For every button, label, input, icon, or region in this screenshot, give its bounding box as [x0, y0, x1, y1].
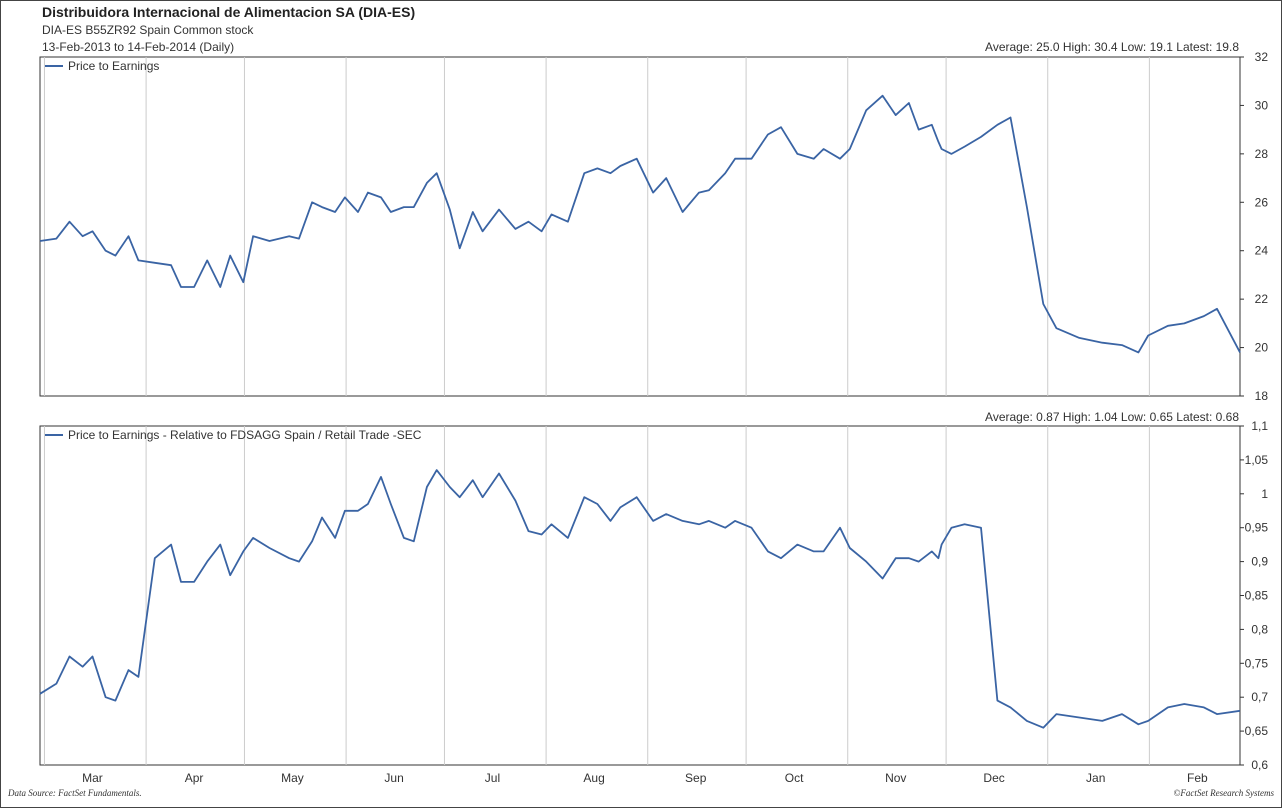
x-tick-label: Jul: [485, 771, 500, 785]
rel-ytick-label: 0,9: [1251, 555, 1268, 569]
x-tick-label: May: [281, 771, 304, 785]
x-tick-label: Oct: [785, 771, 804, 785]
pe-ytick-label: 22: [1255, 292, 1269, 306]
pe-ytick-label: 20: [1255, 341, 1269, 355]
pe-ytick-label: 32: [1255, 50, 1269, 64]
rel-ytick-label: 0,6: [1251, 758, 1268, 772]
rel-ytick-label: 0,8: [1251, 622, 1268, 636]
x-tick-label: Mar: [82, 771, 103, 785]
security-info: DIA-ES B55ZR92 Spain Common stock: [42, 23, 254, 37]
rel-ytick-label: 1,1: [1251, 419, 1268, 433]
rel-series-line: [39, 469, 1241, 729]
rel-ytick-label: 0,95: [1245, 521, 1269, 535]
relative-pe-stats: Average: 0.87 High: 1.04 Low: 0.65 Lates…: [985, 410, 1239, 424]
pe-ytick-label: 30: [1255, 98, 1269, 112]
copyright: ©FactSet Research Systems: [1173, 788, 1274, 798]
rel-ytick-label: 1: [1261, 487, 1268, 501]
x-tick-label: Jun: [384, 771, 403, 785]
pe-ytick-label: 18: [1255, 389, 1269, 403]
pe-panel: 18 20 22 24 26 28 30 32 Price to Earnings: [39, 50, 1269, 403]
rel-ytick-label: 1,05: [1245, 453, 1269, 467]
x-tick-label: Jan: [1086, 771, 1105, 785]
rel-ytick-label: 0,75: [1245, 656, 1269, 670]
x-tick-label: Feb: [1187, 771, 1208, 785]
pe-ytick-label: 28: [1255, 147, 1269, 161]
x-tick-label: Aug: [583, 771, 604, 785]
relative-pe-panel: 0,6 0,65 0,7 0,75 0,8 0,85 0,9 0,95 1 1,05 1,1 Pric…: [39, 419, 1269, 772]
pe-stats: Average: 25.0 High: 30.4 Low: 19.1 Lates…: [985, 40, 1239, 54]
x-axis: Mar Apr May Jun Jul Aug Sep Oct Nov Dec Jan Feb: [82, 771, 1208, 785]
data-source: Data Source: FactSet Fundamentals.: [8, 788, 142, 798]
pe-legend-label: Price to Earnings: [68, 59, 159, 73]
x-tick-label: Nov: [885, 771, 906, 785]
rel-ytick-label: 0,85: [1245, 589, 1269, 603]
pe-ytick-label: 24: [1255, 244, 1269, 258]
x-tick-label: Apr: [185, 771, 204, 785]
chart-title: Distribuidora Internacional de Alimentac…: [42, 4, 416, 20]
rel-ytick-label: 0,65: [1245, 724, 1269, 738]
pe-series-line: [39, 94, 1241, 354]
pe-ytick-label: 26: [1255, 195, 1269, 209]
pe-plot-area: [39, 56, 1241, 397]
x-tick-label: Sep: [685, 771, 707, 785]
rel-ytick-label: 0,7: [1251, 690, 1268, 704]
x-tick-label: Dec: [983, 771, 1004, 785]
rel-legend-label: Price to Earnings - Relative to FDSAGG S…: [68, 428, 422, 442]
date-range: 13-Feb-2013 to 14-Feb-2014 (Daily): [42, 40, 235, 54]
